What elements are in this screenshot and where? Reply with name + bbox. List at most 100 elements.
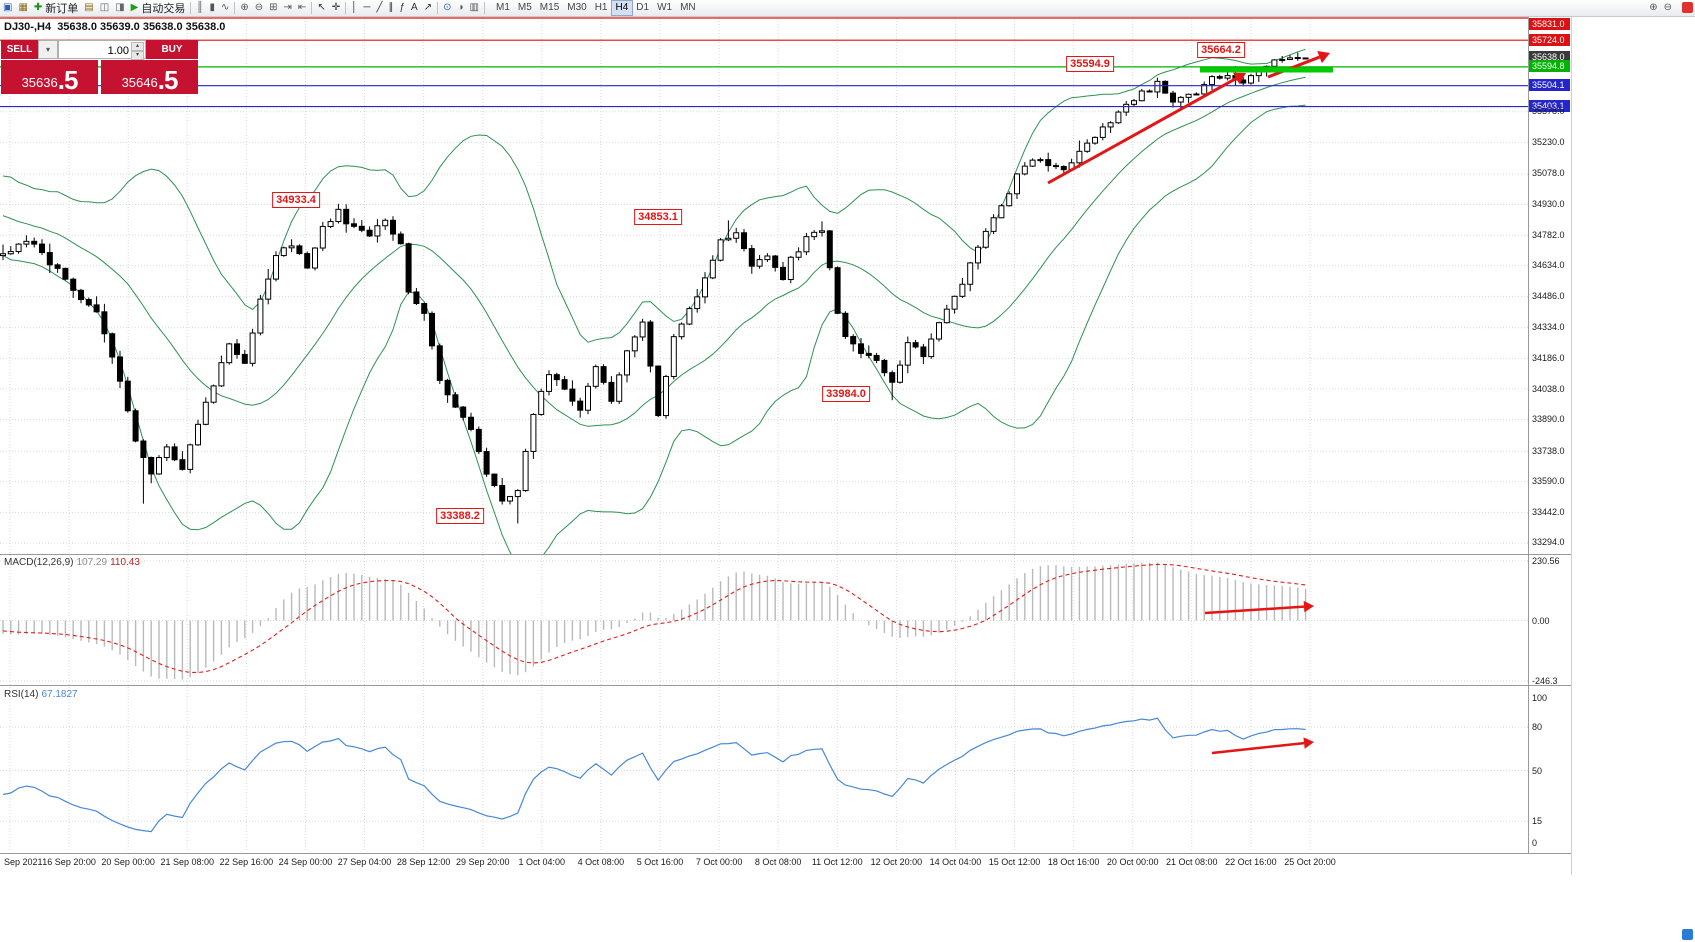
timeframe-MN[interactable]: MN bbox=[680, 2, 696, 13]
timeframe-H4[interactable]: H4 bbox=[610, 0, 634, 16]
indicators-button[interactable]: ⊙ bbox=[440, 1, 454, 16]
trend-arrow[interactable] bbox=[1047, 72, 1246, 185]
text-button[interactable]: A bbox=[408, 1, 421, 16]
time-axis[interactable]: Sep 2021 16 Sep 20:00 20 Sep 00:00 21 Sep 0… bbox=[0, 853, 1571, 875]
time-tick-label: 11 Oct 12:00 bbox=[811, 857, 863, 867]
breakout-arrow[interactable] bbox=[1267, 50, 1330, 79]
timeframe-M30[interactable]: M30 bbox=[567, 2, 587, 13]
chart-price-annotation[interactable]: 35594.9 bbox=[1066, 56, 1114, 72]
new-order-button[interactable]: ✚ 新订单 bbox=[31, 1, 81, 16]
level-lines[interactable] bbox=[0, 17, 1528, 108]
rsi-arrow[interactable] bbox=[1211, 737, 1314, 755]
auto-scroll-icon: ⇥ bbox=[283, 2, 292, 13]
price-tick: 34930.0 bbox=[1532, 198, 1565, 209]
chart-price-annotation[interactable]: 33388.2 bbox=[436, 508, 484, 524]
zoom-in-button[interactable]: ⊕ bbox=[237, 1, 251, 16]
zoom-out-right-icon: ⊖ bbox=[1663, 2, 1672, 13]
vertical-line-button[interactable]: │ bbox=[348, 1, 360, 16]
cursor-button[interactable]: ↖ bbox=[314, 1, 328, 16]
auto-scroll-button[interactable]: ⇥ bbox=[281, 1, 295, 16]
buy-price-button[interactable]: 35646.5 bbox=[101, 60, 198, 94]
candle-chart-icon: ▮ bbox=[209, 2, 215, 13]
price-tick: 33590.0 bbox=[1532, 476, 1565, 487]
time-tick-label: 25 Oct 20:00 bbox=[1284, 857, 1336, 867]
rsi-axis-tick: 50 bbox=[1532, 765, 1543, 776]
chart-profiles-button[interactable]: ▤ bbox=[81, 1, 96, 16]
timeframe-M15[interactable]: M15 bbox=[539, 2, 560, 13]
zoom-out-button[interactable]: ⊖ bbox=[252, 1, 266, 16]
toolbar: ▣ ▦ ✚ 新订单 ▤ ◫ ◨ ▶ 自动交易 ║ ▮ ∿ ⊕ ⊖ ⊞ ⇥ ⇤ ↖ ✛ │ ─ ╱ ∥ ƒ A ↗ ⊙ ◑ ▥ M1 M5 M1… bbox=[0, 0, 1695, 17]
price-tick: 34186.0 bbox=[1532, 352, 1565, 363]
volume-input[interactable] bbox=[59, 42, 145, 60]
crosshair-icon: ✛ bbox=[331, 2, 341, 13]
candle-chart-button[interactable]: ▮ bbox=[206, 1, 218, 16]
periods-button[interactable]: ◑ bbox=[454, 1, 466, 16]
price-axis[interactable]: 35831.0 35724.0 35638.0 35594.8 35504.1 35403… bbox=[1528, 17, 1572, 853]
time-tick-label: 27 Sep 04:00 bbox=[337, 857, 392, 867]
chart-shift-icon: ⇤ bbox=[297, 2, 307, 13]
timeframe-M1[interactable]: M1 bbox=[495, 2, 510, 13]
price-marker: 35504.1 bbox=[1529, 79, 1570, 92]
app-button[interactable]: ▣ bbox=[0, 1, 15, 16]
buy-button[interactable]: BUY bbox=[146, 40, 198, 59]
time-tick-label: 29 Sep 20:00 bbox=[455, 857, 510, 867]
market-watch-button[interactable]: ◫ bbox=[97, 1, 112, 16]
chart-price-annotation[interactable]: 35664.2 bbox=[1197, 42, 1245, 58]
chart-price-annotation[interactable]: 33984.0 bbox=[822, 386, 870, 402]
chart-shift-button[interactable]: ⇤ bbox=[295, 1, 309, 16]
timeframe-W1[interactable]: W1 bbox=[657, 2, 673, 13]
zoom-out-right-button[interactable]: ⊖ bbox=[1661, 1, 1675, 16]
text-icon: A bbox=[411, 2, 418, 13]
time-tick-label: 28 Sep 12:00 bbox=[396, 857, 451, 867]
toolbar-separator bbox=[311, 2, 313, 14]
volume-decrease-button[interactable]: ▾ bbox=[131, 51, 144, 60]
timeframe-M5[interactable]: M5 bbox=[517, 2, 532, 13]
channel-button[interactable]: ∥ bbox=[385, 1, 396, 16]
app-icon: ▣ bbox=[3, 2, 13, 13]
sell-button[interactable]: SELL bbox=[1, 40, 38, 59]
time-tick-label: 21 Oct 08:00 bbox=[1166, 857, 1218, 867]
timeframe-H1[interactable]: H1 bbox=[594, 2, 608, 13]
timeframe-D1[interactable]: D1 bbox=[636, 2, 650, 13]
new-chart-button[interactable]: ▦ bbox=[15, 1, 30, 16]
navigator-button[interactable]: ◨ bbox=[112, 1, 127, 16]
price-tick: 33442.0 bbox=[1532, 506, 1565, 517]
chart-price-annotation[interactable]: 34933.4 bbox=[272, 192, 320, 208]
zoom-in-right-button[interactable]: ⊕ bbox=[1646, 1, 1660, 16]
autotrade-button[interactable]: ▶ 自动交易 bbox=[128, 1, 189, 16]
templates-icon: ▥ bbox=[469, 2, 479, 13]
volume-dropdown-button[interactable]: ▾ bbox=[38, 40, 58, 59]
volume-increase-button[interactable]: ▴ bbox=[131, 42, 144, 51]
fibonacci-button[interactable]: ƒ bbox=[396, 1, 408, 16]
time-tick-label: 8 Oct 08:00 bbox=[754, 857, 802, 867]
toolbar-right-group: ⊕ ⊖ bbox=[1646, 1, 1675, 16]
ask-price-fraction: .5 bbox=[157, 65, 179, 95]
chart-price-annotation[interactable]: 34853.1 bbox=[634, 209, 682, 225]
macd-signal-line bbox=[2, 563, 1306, 674]
macd-axis-tick: 0.00 bbox=[1532, 615, 1550, 626]
sell-price-button[interactable]: 35636.5 bbox=[1, 60, 98, 94]
time-tick-label: 5 Oct 16:00 bbox=[636, 857, 684, 867]
zoom-in-right-icon: ⊕ bbox=[1649, 2, 1658, 13]
price-tick: 33294.0 bbox=[1532, 537, 1565, 548]
trendline-button[interactable]: ╱ bbox=[373, 1, 385, 16]
cursor-icon: ↖ bbox=[317, 2, 326, 13]
zoom-out-icon: ⊖ bbox=[254, 2, 264, 13]
chart-ohlc-header: DJ30-,H4 35638.0 35639.0 35638.0 35638.0 bbox=[4, 21, 226, 33]
templates-button[interactable]: ▥ bbox=[467, 1, 482, 16]
line-chart-button[interactable]: ∿ bbox=[218, 1, 232, 16]
macd-arrow[interactable] bbox=[1204, 600, 1314, 615]
line-chart-icon: ∿ bbox=[220, 2, 230, 13]
top-right-badge[interactable] bbox=[1682, 2, 1693, 13]
macd-indicator-header: MACD(12,26,9) 107.29 110.43 bbox=[4, 557, 140, 568]
macd-name: MACD(12,26,9) bbox=[4, 557, 74, 568]
horizontal-line-button[interactable]: ─ bbox=[360, 1, 373, 16]
time-tick-label: 22 Oct 16:00 bbox=[1225, 857, 1277, 867]
arrows-button[interactable]: ↗ bbox=[421, 1, 435, 16]
bottom-right-badge[interactable] bbox=[1682, 929, 1693, 940]
tile-windows-button[interactable]: ⊞ bbox=[266, 1, 280, 16]
crosshair-button[interactable]: ✛ bbox=[329, 1, 343, 16]
bar-chart-button[interactable]: ║ bbox=[193, 1, 206, 16]
